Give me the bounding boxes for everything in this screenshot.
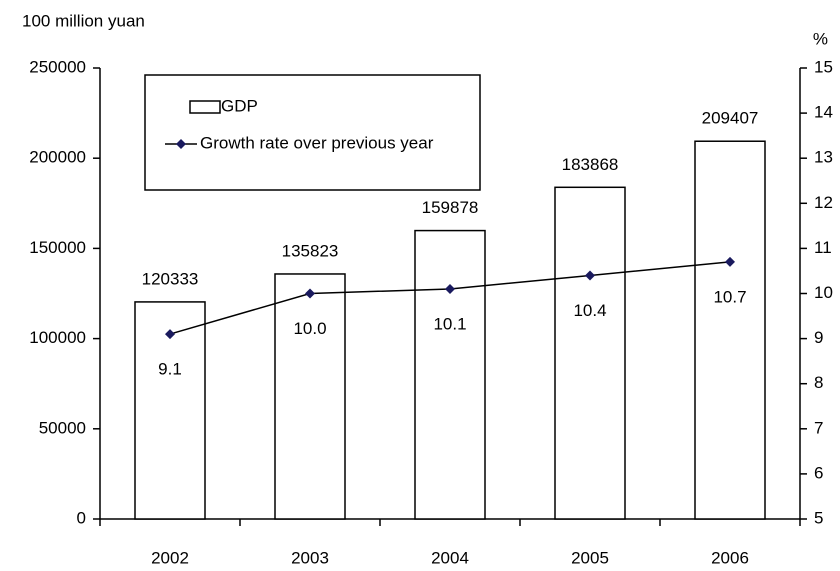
bar	[414, 229, 486, 520]
y2-tick-label: 9	[814, 328, 823, 347]
y2-tick-label: 15	[814, 57, 833, 76]
legend-label: GDP	[221, 96, 258, 115]
line-label: 10.1	[433, 314, 466, 333]
legend-marker	[176, 139, 186, 149]
y-axis-label: 100 million yuan	[22, 11, 145, 30]
y2-tick-label: 6	[814, 463, 823, 482]
line-label: 10.7	[713, 287, 746, 306]
legend-box	[144, 74, 481, 191]
line-marker	[305, 288, 315, 299]
bar-label: 135823	[282, 241, 339, 260]
line-marker	[725, 256, 735, 267]
line-marker	[165, 329, 175, 340]
y2-tick-label: 8	[814, 373, 823, 392]
y-tick-label: 150000	[29, 238, 86, 257]
y-tick-label: 250000	[29, 57, 86, 76]
y-tick-label: 200000	[29, 148, 86, 167]
bar-label: 159878	[422, 198, 479, 217]
line-label: 10.4	[573, 301, 606, 320]
y-tick-label: 0	[77, 508, 86, 527]
legend-swatch	[189, 100, 221, 114]
bar	[274, 273, 346, 520]
x-tick-label: 2004	[431, 548, 469, 567]
legend-label: Growth rate over previous year	[200, 133, 434, 152]
y2-tick-label: 14	[814, 103, 833, 122]
y2-tick-label: 5	[814, 508, 823, 527]
line-marker	[585, 270, 595, 281]
y-tick-label: 100000	[29, 328, 86, 347]
y2-tick-label: 13	[814, 148, 833, 167]
y2-axis-label: %	[813, 29, 828, 48]
y2-tick-label: 12	[814, 193, 833, 212]
x-tick-label: 2006	[711, 548, 749, 567]
bar-label: 120333	[142, 269, 199, 288]
y2-tick-label: 10	[814, 283, 833, 302]
x-tick-label: 2003	[291, 548, 329, 567]
bar	[554, 186, 626, 520]
line-label: 10.0	[293, 319, 326, 338]
line-label: 9.1	[158, 360, 182, 379]
bar-label: 183868	[562, 155, 619, 174]
y-tick-label: 50000	[39, 418, 86, 437]
line-marker	[445, 283, 455, 294]
bar	[694, 140, 766, 520]
y2-tick-label: 7	[814, 418, 823, 437]
x-tick-label: 2002	[151, 548, 189, 567]
y2-tick-label: 11	[814, 238, 832, 257]
x-tick-label: 2005	[571, 548, 609, 567]
bar-label: 209407	[702, 109, 759, 128]
